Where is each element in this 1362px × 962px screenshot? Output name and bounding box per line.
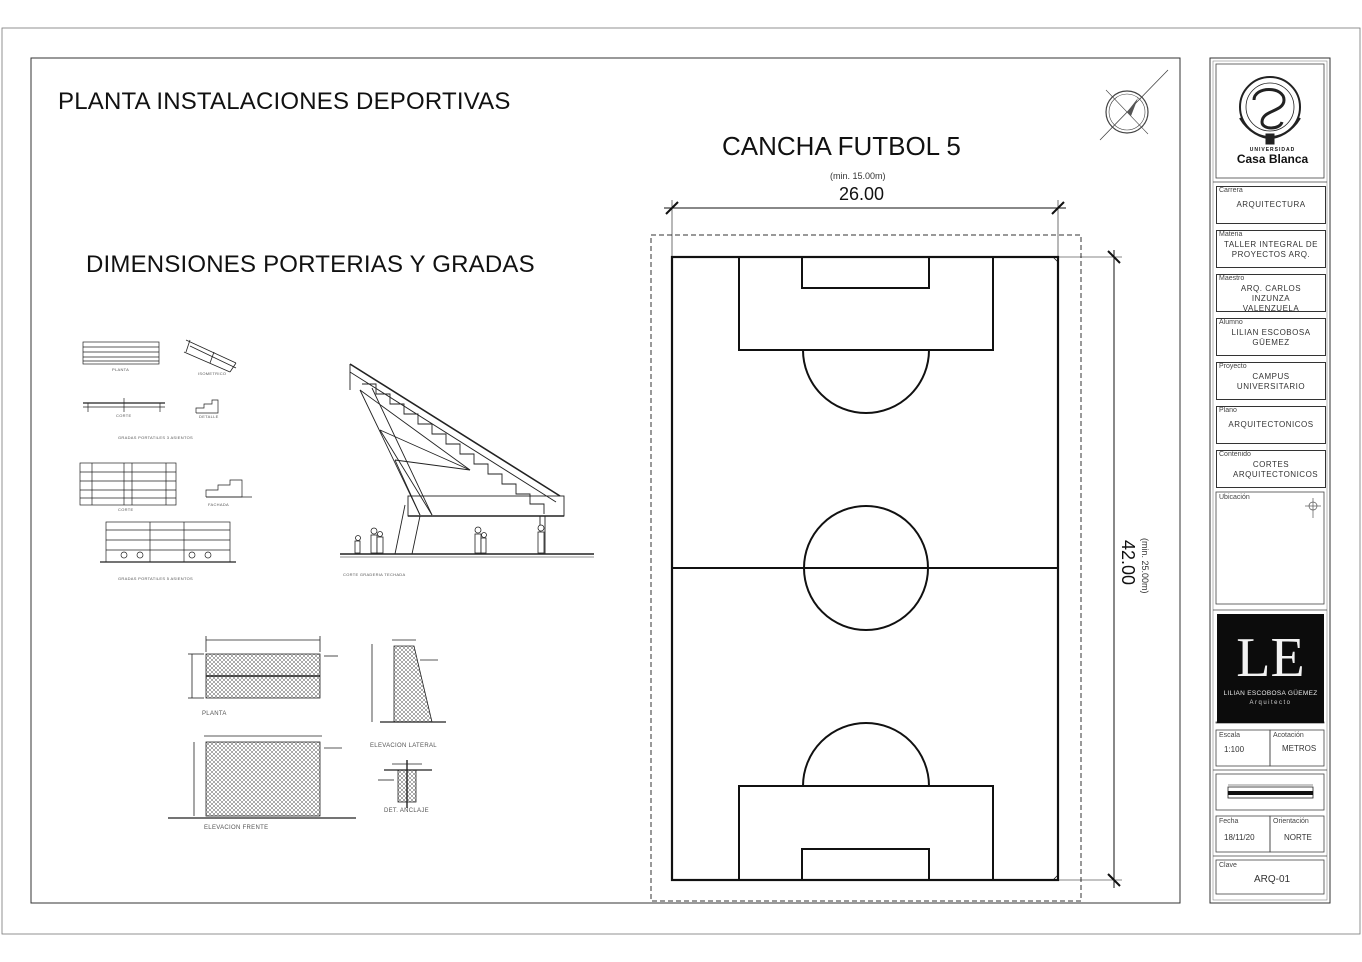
- goal-details: [168, 636, 446, 819]
- caption-goal-planta: PLANTA: [202, 711, 227, 717]
- width-dimension: [664, 200, 1066, 257]
- tb-carrera-label: Carrera: [1219, 187, 1243, 194]
- architect-logo-role: Arquitecto: [1249, 700, 1292, 706]
- width-value: 26.00: [839, 184, 885, 204]
- penalty-area-bottom: [738, 785, 994, 881]
- architect-logo-name: LILIAN ESCOBOSA GÜEMEZ: [1223, 690, 1318, 697]
- architect-logo-mark: LE: [1236, 627, 1305, 689]
- sheet-title: PLANTA INSTALACIONES DEPORTIVAS: [58, 88, 511, 115]
- width-min-note: (min. 15.00m): [830, 171, 886, 181]
- tb-fecha-value: 18/11/20: [1224, 833, 1255, 842]
- caption-gradas-1: GRADAS PORTATILES 3 ASIENTOS: [118, 435, 194, 440]
- tb-clave-label: Clave: [1219, 862, 1237, 869]
- tb-proyecto-label: Proyecto: [1219, 363, 1247, 370]
- tb-clave-value: ARQ-01: [1254, 874, 1291, 885]
- tb-maestro: Maestro ARQ. CARLOS INZUNZA VALENZUELA: [1216, 274, 1326, 313]
- title-block-lines: [1213, 63, 1327, 895]
- tb-ubicacion-label: Ubicación: [1219, 494, 1250, 501]
- university-name: Casa Blanca: [1236, 152, 1309, 166]
- caption-grada-corte-2: CORTE: [118, 507, 134, 512]
- caption-grada-corte: CORTE: [116, 413, 132, 418]
- graphic-scale-bar: [1227, 784, 1314, 799]
- penalty-arc-bottom: [802, 722, 930, 787]
- tb-materia-label: Materia: [1219, 231, 1243, 238]
- compass-mini-icon: [1305, 498, 1321, 518]
- penalty-arc-top: [802, 349, 930, 414]
- field-title: CANCHA FUTBOL 5: [722, 131, 961, 161]
- tb-acot-label: Acotación: [1273, 732, 1304, 739]
- caption-goal-anclaje: DET. ANCLAJE: [384, 808, 429, 814]
- university-seal-logo: [1239, 76, 1301, 145]
- north-arrow-icon: [1099, 69, 1169, 141]
- tb-proyecto: Proyecto CAMPUS UNIVERSITARIO: [1216, 362, 1326, 400]
- length-min-note: (min. 25.00m): [1140, 538, 1150, 594]
- caption-goal-lateral: ELEVACION LATERAL: [370, 743, 437, 749]
- tb-carrera-value: ARQUITECTURA: [1236, 200, 1306, 209]
- tb-carrera: Carrera ARQUITECTURA: [1216, 186, 1326, 224]
- outer-frame: [1, 27, 1361, 935]
- tb-escala-label: Escala: [1219, 732, 1241, 739]
- length-dimension: [1058, 250, 1122, 888]
- porterias-title: DIMENSIONES PORTERIAS Y GRADAS: [86, 251, 535, 278]
- tb-maestro-label: Maestro: [1219, 275, 1245, 282]
- tb-plano-label: Plano: [1219, 407, 1237, 414]
- caption-grada-planta: PLANTA: [112, 367, 130, 372]
- tb-contenido: Contenido CORTES ARQUITECTONICOS: [1216, 450, 1326, 488]
- tb-plano: Plano ARQUITECTONICOS: [1216, 406, 1326, 444]
- architect-logo: LE LILIAN ESCOBOSA GÜEMEZ Arquitecto: [1217, 614, 1324, 723]
- goal-area-bottom: [801, 848, 930, 881]
- tb-escala-value: 1:100: [1224, 745, 1245, 754]
- length-value: 42.00: [1118, 540, 1138, 586]
- field-boundary-dashed: [650, 234, 1082, 902]
- drawing-frame: [30, 57, 1181, 904]
- tb-materia-value: TALLER INTEGRAL DE PROYECTOS ARQ.: [1224, 240, 1318, 259]
- tb-alumno-value: LILIAN ESCOBOSA GÜEMEZ: [1231, 328, 1311, 347]
- tb-maestro-value: ARQ. CARLOS INZUNZA VALENZUELA: [1240, 284, 1302, 313]
- caption-grada-fachada: FACHADA: [208, 502, 229, 507]
- tb-orient-value: NORTE: [1284, 833, 1312, 842]
- tb-proyecto-value: CAMPUS UNIVERSITARIO: [1236, 372, 1306, 391]
- goal-area-top: [801, 256, 930, 289]
- bleacher-details: [79, 339, 252, 563]
- tb-acot-value: METROS: [1282, 744, 1317, 753]
- tb-contenido-label: Contenido: [1219, 451, 1251, 458]
- tb-alumno-label: Alumno: [1219, 319, 1243, 326]
- tb-plano-value: ARQUITECTONICOS: [1228, 420, 1314, 429]
- tb-alumno: Alumno LILIAN ESCOBOSA GÜEMEZ: [1216, 318, 1326, 356]
- tb-fecha-label: Fecha: [1219, 818, 1239, 825]
- grandstand-section: [340, 363, 594, 558]
- tb-materia: Materia TALLER INTEGRAL DE PROYECTOS ARQ…: [1216, 230, 1326, 268]
- tb-contenido-value: CORTES ARQUITECTONICOS: [1233, 460, 1319, 479]
- soccer-field-plan: [650, 234, 1082, 902]
- title-block-frame: [1209, 57, 1331, 904]
- caption-goal-frente: ELEVACION FRENTE: [204, 825, 269, 831]
- caption-grada-techada: CORTE GRADERIA TECHADA: [343, 572, 406, 577]
- tb-orient-label: Orientación: [1273, 818, 1309, 825]
- caption-gradas-2: GRADAS PORTATILES 5 ASIENTOS: [118, 576, 194, 581]
- penalty-area-top: [738, 256, 994, 351]
- center-circle: [803, 505, 929, 631]
- university-small-text: UNIVERSIDAD: [1249, 147, 1296, 153]
- caption-grada-isometrico: ISOMETRICO: [198, 371, 227, 376]
- caption-grada-detalle: DETALLE: [199, 414, 219, 419]
